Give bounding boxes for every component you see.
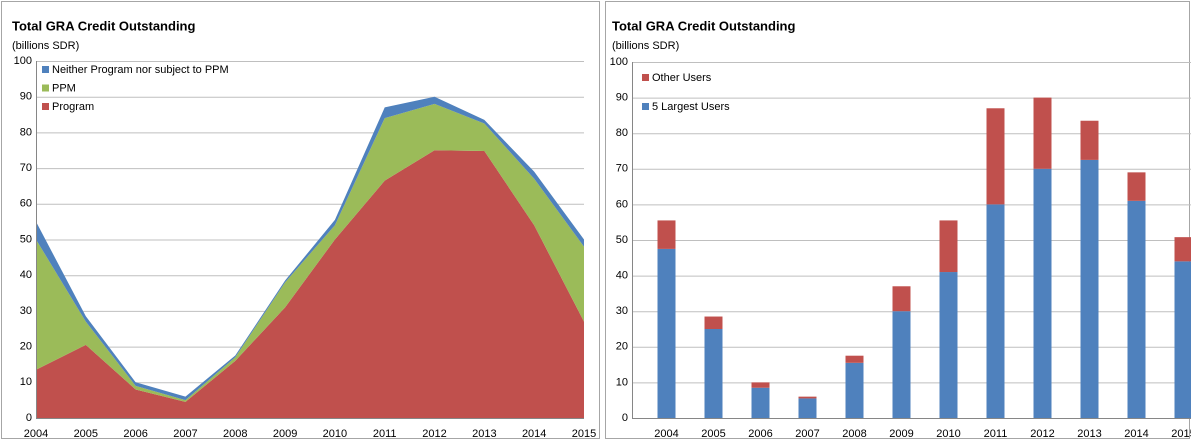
x-tick-label: 2014 <box>1124 428 1148 440</box>
bar <box>1174 261 1191 418</box>
legend-label: Neither Program nor subject to PPM <box>52 64 229 76</box>
bar <box>892 311 911 418</box>
x-tick-label: 2005 <box>74 428 98 440</box>
x-tick-label: 2009 <box>889 428 913 440</box>
x-tick-label: 2015 <box>1171 428 1191 440</box>
legend-swatch <box>642 74 649 81</box>
x-tick-label: 2004 <box>24 428 48 440</box>
y-tick-label: 40 <box>20 269 32 281</box>
y-tick-label: 100 <box>610 56 628 68</box>
x-tick-label: 2008 <box>842 428 866 440</box>
legend-swatch <box>42 66 49 73</box>
y-tick-label: 80 <box>20 126 32 138</box>
bar <box>751 387 770 418</box>
bar <box>704 329 723 418</box>
bar <box>1127 200 1146 418</box>
y-tick-label: 0 <box>622 412 628 424</box>
bar <box>798 396 817 399</box>
x-tick-label: 2010 <box>936 428 960 440</box>
bar <box>845 355 864 363</box>
y-tick-label: 80 <box>616 127 628 139</box>
bar <box>892 286 911 312</box>
chart-subtitle: (billions SDR) <box>12 40 79 52</box>
y-tick-label: 90 <box>616 92 628 104</box>
bar <box>751 382 770 388</box>
bar <box>1080 120 1099 160</box>
x-tick-label: 2013 <box>472 428 496 440</box>
bar <box>798 398 817 418</box>
x-tick-label: 2010 <box>323 428 347 440</box>
y-tick-label: 100 <box>14 55 32 67</box>
x-tick-label: 2011 <box>373 428 397 440</box>
bar <box>1033 168 1052 418</box>
x-tick-label: 2006 <box>748 428 772 440</box>
x-tick-label: 2013 <box>1077 428 1101 440</box>
y-tick-label: 20 <box>20 341 32 353</box>
y-tick-label: 40 <box>616 270 628 282</box>
area <box>36 150 584 418</box>
y-tick-label: 10 <box>20 376 32 388</box>
y-tick-label: 10 <box>616 376 628 388</box>
y-tick-label: 70 <box>20 162 32 174</box>
bar <box>986 204 1005 418</box>
chart: Total GRA Credit Outstanding (billions SD… <box>610 18 1191 440</box>
x-tick-label: 2014 <box>522 428 546 440</box>
bar <box>657 220 676 249</box>
y-tick-label: 50 <box>616 234 628 246</box>
legend-label: Program <box>52 101 94 113</box>
y-tick-label: 0 <box>26 412 32 424</box>
legend-swatch <box>42 84 49 92</box>
x-tick-label: 2004 <box>654 428 678 440</box>
bar <box>1174 237 1191 262</box>
bar <box>1080 159 1099 418</box>
x-tick-label: 2008 <box>223 428 247 440</box>
y-tick-label: 50 <box>20 233 32 245</box>
bar <box>986 108 1005 205</box>
y-tick-label: 90 <box>20 91 32 103</box>
legend-swatch <box>642 103 649 110</box>
bar <box>939 220 958 273</box>
legend-label: PPM <box>52 82 76 94</box>
legend-swatch <box>42 103 49 110</box>
bar <box>845 362 864 418</box>
legend-label: 5 Largest Users <box>652 101 730 113</box>
x-tick-label: 2006 <box>123 428 147 440</box>
x-tick-label: 2011 <box>984 428 1008 440</box>
x-tick-label: 2012 <box>422 428 446 440</box>
y-tick-label: 60 <box>616 198 628 210</box>
x-tick-label: 2009 <box>273 428 297 440</box>
x-tick-label: 2005 <box>701 428 725 440</box>
chart-subtitle: (billions SDR) <box>612 40 679 52</box>
bar <box>704 316 723 329</box>
x-tick-label: 2007 <box>173 428 197 440</box>
bar <box>1127 172 1146 201</box>
y-tick-label: 20 <box>616 341 628 353</box>
bar <box>657 248 676 418</box>
chart-title: Total GRA Credit Outstanding <box>12 18 195 33</box>
bar <box>939 272 958 418</box>
y-tick-label: 60 <box>20 198 32 210</box>
x-tick-label: 2007 <box>795 428 819 440</box>
y-tick-label: 30 <box>616 305 628 317</box>
legend-label: Other Users <box>652 72 712 84</box>
chart: Total GRA Credit Outstanding (billions SD… <box>12 18 596 439</box>
x-tick-label: 2015 <box>572 428 596 440</box>
y-tick-label: 30 <box>20 305 32 317</box>
x-tick-label: 2012 <box>1030 428 1054 440</box>
y-tick-label: 70 <box>616 163 628 175</box>
chart-title: Total GRA Credit Outstanding <box>612 18 795 33</box>
bar <box>1033 97 1052 169</box>
